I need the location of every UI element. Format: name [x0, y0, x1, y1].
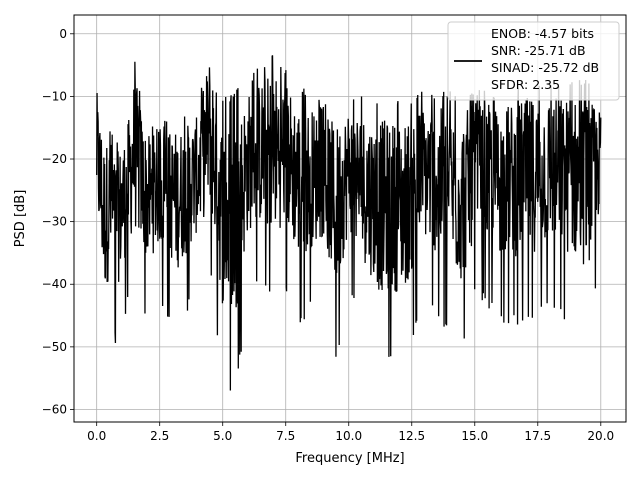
- x-tick-label: 15.0: [461, 429, 488, 443]
- legend-entry: SINAD: -25.72 dB: [491, 60, 599, 75]
- plot-frame: [73, 14, 627, 423]
- x-tick-label: 12.5: [398, 429, 425, 443]
- x-tick-label: 17.5: [524, 429, 551, 443]
- x-tick-label: 5.0: [213, 429, 232, 443]
- legend-entry: SFDR: 2.35: [491, 77, 560, 92]
- x-tick-label: 0.0: [87, 429, 106, 443]
- x-tick-label: 20.0: [587, 429, 614, 443]
- y-tick-label: −10: [42, 89, 67, 103]
- legend-entry: SNR: -25.71 dB: [491, 43, 586, 58]
- x-axis-label: Frequency [MHz]: [295, 451, 404, 466]
- legend-entry: ENOB: -4.57 bits: [491, 26, 594, 41]
- y-axis-label: PSD [dB]: [13, 190, 28, 248]
- x-tick-label: 7.5: [276, 429, 295, 443]
- x-tick-label: 2.5: [150, 429, 169, 443]
- y-tick-label: −60: [42, 402, 67, 416]
- series-line-psd: [96, 55, 602, 391]
- legend-box: [447, 21, 620, 101]
- y-tick-label: −30: [42, 215, 67, 229]
- legend-entries: ENOB: -4.57 bits SNR: -25.71 dB SINAD: -25…: [491, 26, 599, 92]
- legend: ENOB: -4.57 bits SNR: -25.71 dB SINAD: -25…: [447, 21, 620, 101]
- x-tick-label: 10.0: [335, 429, 362, 443]
- y-tick-label: −20: [42, 152, 67, 166]
- y-axis-ticks: 0 −10 −20 −30 −40 −50 −60: [42, 27, 74, 416]
- y-tick-label: −50: [42, 340, 67, 354]
- x-axis-ticks: 0.0 2.5 5.0 7.5 10.0 12.5 15.0 17.5 20.0: [87, 422, 614, 443]
- y-tick-label: −40: [42, 277, 67, 291]
- series-layer: [96, 55, 602, 391]
- y-tick-label: 0: [59, 27, 67, 41]
